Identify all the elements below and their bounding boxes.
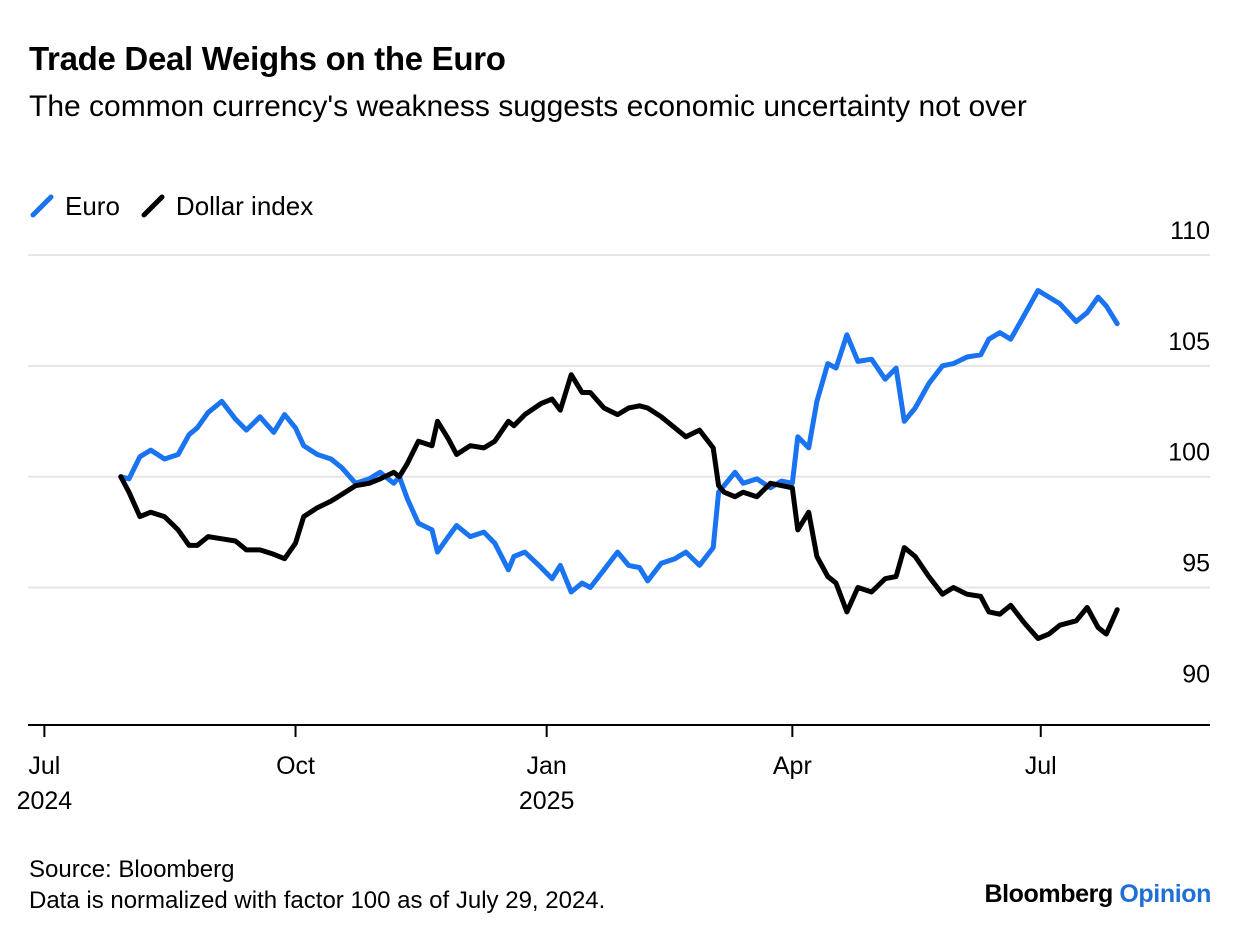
legend-item-euro: Euro [29, 191, 120, 222]
y-tick-label-95: 95 [1182, 550, 1210, 578]
chart-legend: Euro Dollar index [29, 188, 333, 224]
legend-label-dollar-index: Dollar index [175, 190, 314, 221]
x-tick-label-jan: Jan [527, 752, 567, 780]
chart-subtitle: The common currency's weakness suggests … [29, 90, 1027, 123]
source-note: Source: Bloomberg Data is normalized wit… [29, 854, 605, 916]
x-tick-label-jul: Jul [1025, 752, 1057, 780]
brand-name: Bloomberg [984, 880, 1113, 908]
x-tick-label-apr: Apr [773, 752, 812, 780]
normalization-note: Data is normalized with factor 100 as of… [29, 887, 606, 914]
x-tick-year-2025: 2025 [519, 787, 575, 815]
y-tick-label-90: 90 [1182, 660, 1210, 688]
x-axis-labels: Jul 2024 Oct Jan 2025 Apr Jul [17, 752, 1057, 815]
x-tick-label-jul: Jul [28, 752, 60, 780]
x-axis [28, 724, 1210, 737]
chart-title: Trade Deal Weighs on the Euro [29, 40, 506, 77]
brand-logo: Bloomberg Opinion [984, 880, 1211, 909]
series-lines [118, 288, 1120, 641]
legend-swatch-dollar-index [141, 194, 165, 218]
x-tick-label-oct: Oct [276, 752, 315, 780]
y-tick-label-100: 100 [1168, 439, 1210, 467]
series-line-euro [118, 288, 1120, 595]
legend-label-euro: Euro [65, 190, 120, 221]
y-axis-labels: 90 95 100 105 110 [1168, 217, 1210, 688]
y-tick-label-105: 105 [1168, 328, 1210, 356]
x-tick-year-2024: 2024 [17, 787, 73, 815]
y-tick-label-110: 110 [1170, 217, 1210, 245]
gridlines [28, 254, 1210, 589]
legend-swatch-euro [30, 194, 54, 218]
legend-item-dollar-index: Dollar index [140, 191, 313, 222]
source-text: Source: Bloomberg [29, 856, 235, 883]
brand-opinion: Opinion [1119, 880, 1211, 908]
series-line-dollar-index [118, 372, 1120, 641]
